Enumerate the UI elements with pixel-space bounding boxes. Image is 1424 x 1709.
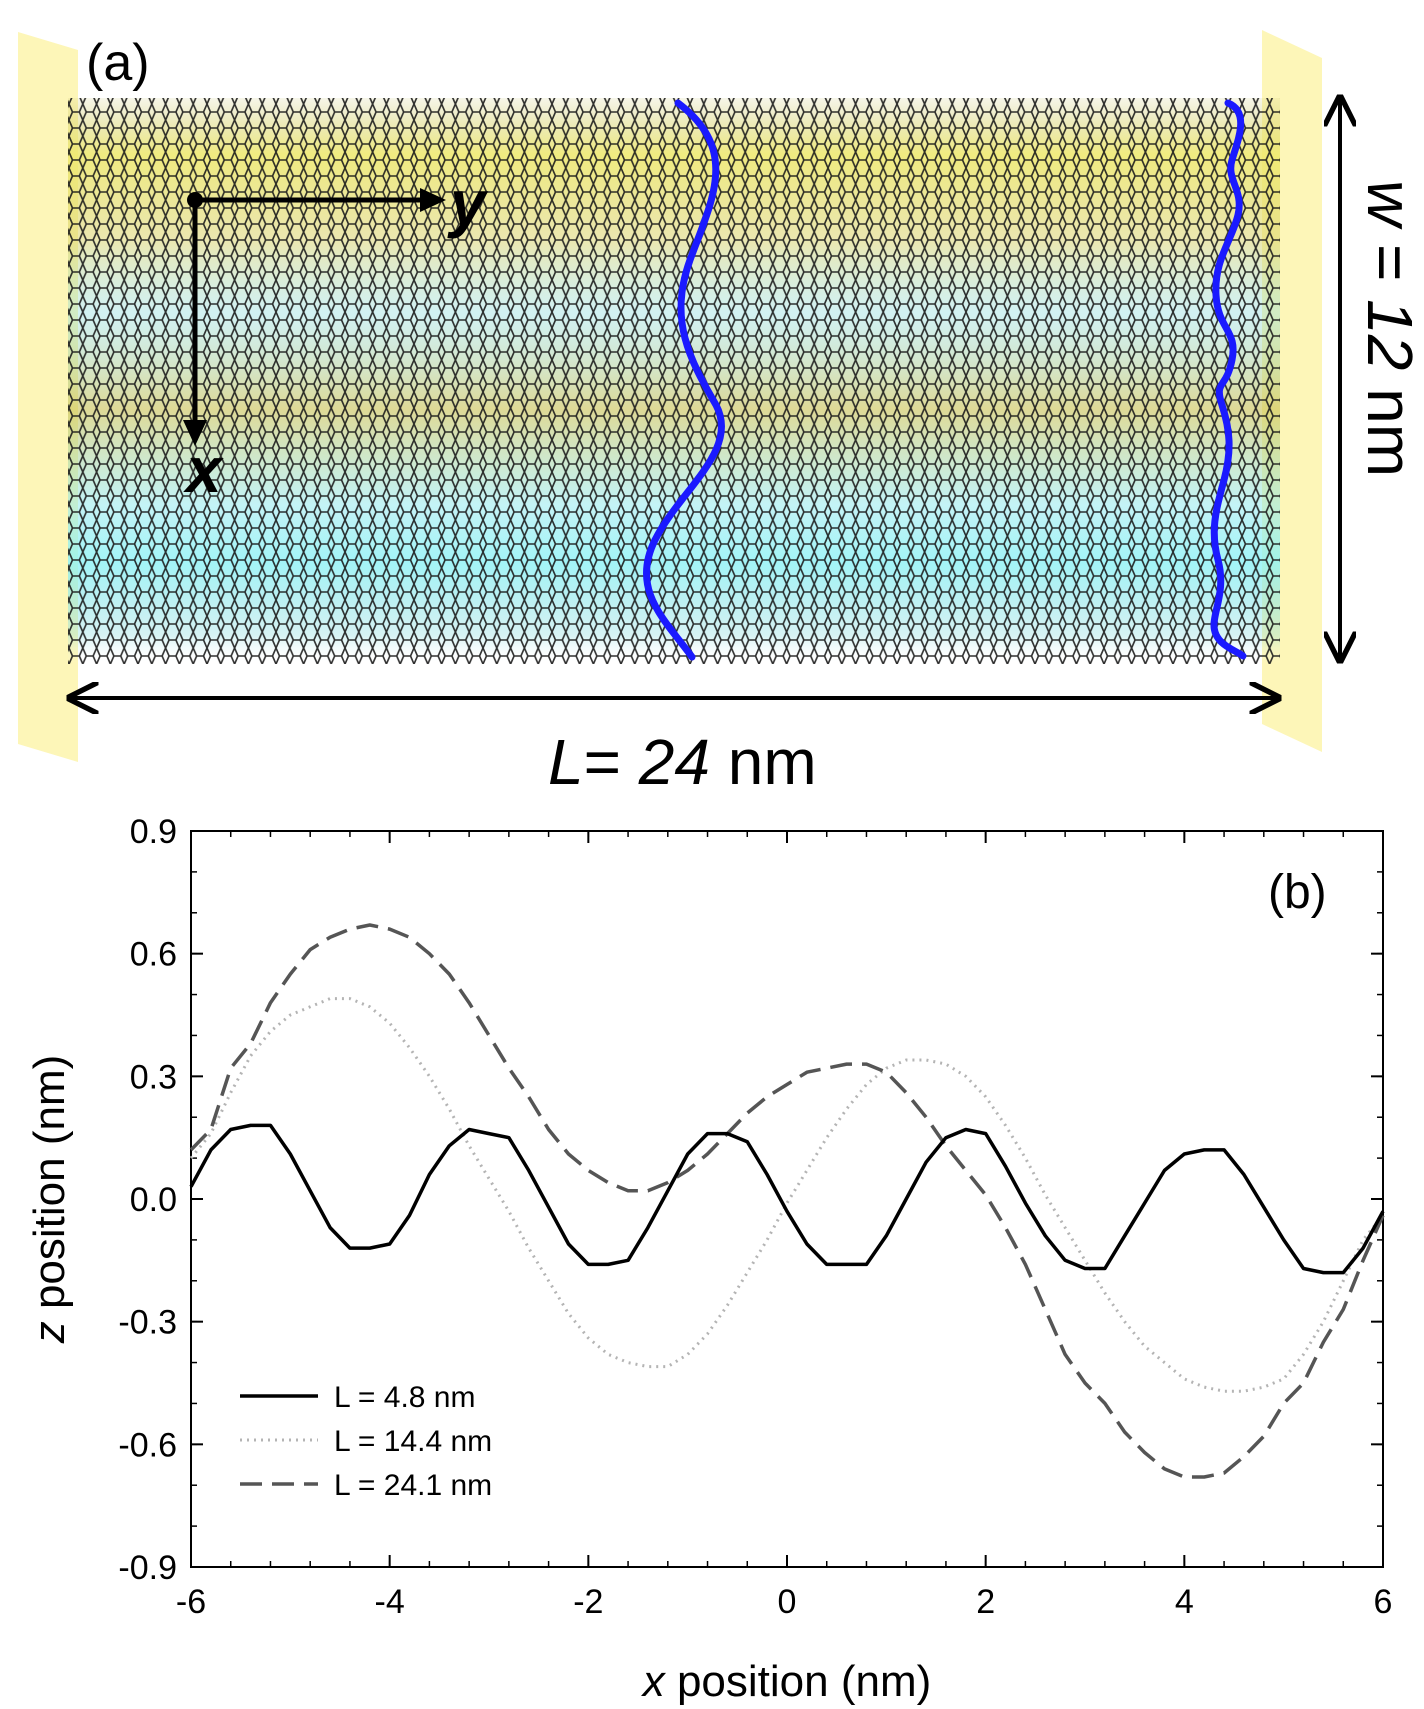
long-wave-profile — [642, 99, 725, 661]
series-line-dotted — [189, 997, 1385, 1393]
short-wave-profile — [1210, 99, 1247, 660]
width-label-eq: = — [1354, 226, 1424, 299]
series-line-dashed — [189, 923, 1385, 1479]
legend-label: L = 24.1 nm — [334, 1469, 492, 1502]
y-tick-label: 0.9 — [130, 813, 177, 851]
coordinate-axes: y x — [183, 167, 489, 506]
x-tick-label: -6 — [176, 1583, 206, 1621]
x-tick-label: -4 — [375, 1583, 405, 1621]
length-label-val: 24 — [638, 726, 710, 798]
legend-label: L = 4.8 nm — [334, 1381, 475, 1414]
panel-b-label: (b) — [1268, 866, 1327, 919]
y-tick-label: -0.6 — [118, 1426, 177, 1464]
y-axis-title-var: z — [25, 1321, 74, 1344]
length-label-var: L — [548, 726, 584, 798]
panel-a-label: (a) — [86, 34, 150, 92]
length-label-unit: nm — [710, 726, 817, 798]
y-tick-label: 0.6 — [130, 936, 177, 974]
y-tick-label: -0.9 — [118, 1549, 177, 1587]
x-tick-label: 4 — [1175, 1583, 1194, 1621]
axis-ticks — [190, 830, 1384, 1568]
x-tick-label: 6 — [1374, 1583, 1393, 1621]
length-label-eq: = — [584, 726, 639, 798]
panel-a: (a) y x L= 24 nm w = 12 nm — [18, 30, 1424, 798]
series-line-solid — [189, 1123, 1385, 1275]
width-label-unit: nm — [1354, 370, 1424, 477]
panel-b: -6 -4 -2 0 2 4 6 0.9 0.6 0.3 0.0 -0.3 -0.6 -0.9 (b) x… — [25, 813, 1392, 1706]
y-axis-title: z position (nm) — [25, 1055, 74, 1345]
y-axis-title-rest: position (nm) — [25, 1055, 74, 1322]
width-label-var: w — [1354, 180, 1424, 230]
axis-y-label: y — [447, 167, 489, 239]
y-tick-label: -0.3 — [118, 1304, 177, 1342]
left-clamp — [18, 32, 78, 762]
tick-labels: -6 -4 -2 0 2 4 6 0.9 0.6 0.3 0.0 -0.3 -0.6 -0.9 — [118, 813, 1392, 1621]
x-tick-label: 0 — [778, 1583, 797, 1621]
series-group — [189, 923, 1385, 1479]
legend-label: L = 14.4 nm — [334, 1425, 492, 1458]
width-label-val: 12 — [1354, 299, 1424, 370]
x-tick-label: -2 — [573, 1583, 603, 1621]
axis-x-label: x — [183, 434, 224, 506]
graphene-sheet — [68, 98, 1280, 664]
legend: L = 4.8 nm L = 14.4 nm L = 24.1 nm — [240, 1381, 492, 1502]
x-tick-label: 2 — [976, 1583, 995, 1621]
length-label: L= 24 nm — [548, 726, 817, 798]
x-axis-title-rest: position (nm) — [665, 1657, 932, 1706]
x-axis-title-var: x — [641, 1657, 667, 1706]
y-tick-label: 0.3 — [130, 1058, 177, 1096]
width-label: w = 12 nm — [1354, 180, 1424, 477]
x-axis-title: x position (nm) — [641, 1657, 932, 1706]
y-tick-label: 0.0 — [130, 1181, 177, 1219]
